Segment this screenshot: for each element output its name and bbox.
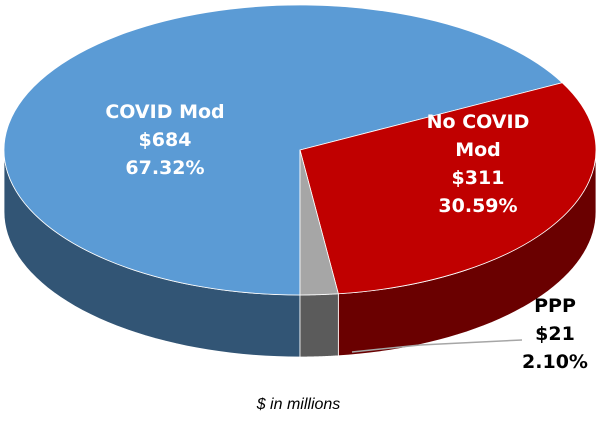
slice-side [299,293,339,358]
value-label: $21 [535,323,575,345]
category-label: PPP [534,295,576,317]
percentage-label: 67.32% [125,157,205,179]
slice [3,4,564,296]
top-faces [3,4,597,296]
category-label: COVID Mod [105,101,225,123]
value-label: $311 [451,167,505,189]
slice [299,149,339,296]
caption: $ in millions [256,396,341,413]
percentage-label: 2.10% [522,351,588,373]
value-label: $684 [138,129,192,151]
slice-label: PPP $21 2.10% [515,292,595,376]
percentage-label: 30.59% [438,195,518,217]
slice-label: No COVID Mod $311 30.59% [418,108,538,220]
leader-line [351,339,523,353]
category-label: No COVID Mod [426,111,530,161]
slice [299,82,597,295]
slice-label: COVID Mod $684 67.32% [90,98,240,182]
